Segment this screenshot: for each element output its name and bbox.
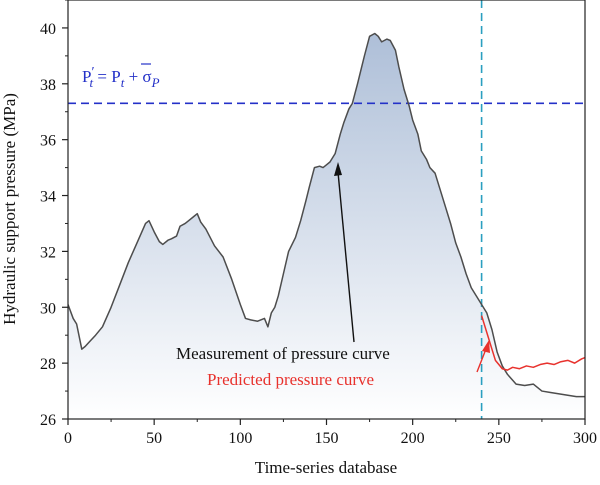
measurement-area-fill xyxy=(68,33,585,419)
reference-lines xyxy=(68,0,585,419)
x-axis-title: Time-series database xyxy=(255,458,397,477)
x-tick-label: 50 xyxy=(146,430,162,447)
formula-sub-t: t xyxy=(90,75,94,90)
x-tick-label: 250 xyxy=(487,430,511,447)
x-tick-label: 150 xyxy=(315,430,339,447)
x-tick-label: 200 xyxy=(401,430,425,447)
formula-lhs: P xyxy=(82,67,91,86)
x-tick-label: 0 xyxy=(64,430,72,447)
axis-ticks xyxy=(62,0,586,425)
series-layer xyxy=(68,32,585,398)
formula-plus-sigma: + σ xyxy=(124,67,151,86)
predicted-arrow xyxy=(476,340,490,373)
axis-tick-labels: 0 50 100 150 200 250 300 26 28 30 32 34 36 38 40 xyxy=(40,21,597,447)
y-tick-label: 34 xyxy=(40,189,56,206)
y-axis-title: Hydraulic support pressure (MPa) xyxy=(0,93,19,325)
formula-equals: = xyxy=(93,67,111,86)
y-tick-label: 38 xyxy=(40,77,56,94)
y-tick-label: 28 xyxy=(40,356,56,373)
y-tick-label: 32 xyxy=(40,244,56,261)
y-tick-label: 26 xyxy=(40,412,56,429)
measurement-label: Measurement of pressure curve xyxy=(176,344,390,363)
predicted-series-line xyxy=(480,315,585,371)
measurement-arrow xyxy=(334,162,355,343)
x-tick-label: 100 xyxy=(228,430,252,447)
formula-sub-p: P xyxy=(151,75,160,90)
area-fill-layer xyxy=(68,33,585,419)
predicted-label: Predicted pressure curve xyxy=(207,370,374,389)
formula-rhs: P xyxy=(111,67,120,86)
formula-prime: ′ xyxy=(91,65,94,80)
y-tick-label: 40 xyxy=(40,21,56,38)
measurement-series-line xyxy=(68,32,585,398)
y-tick-label: 30 xyxy=(40,300,56,317)
threshold-formula: P′ t = Pt + σP xyxy=(82,65,160,90)
x-tick-label: 300 xyxy=(573,430,597,447)
formula-sub-t2: t xyxy=(121,75,125,90)
y-tick-label: 36 xyxy=(40,133,56,150)
